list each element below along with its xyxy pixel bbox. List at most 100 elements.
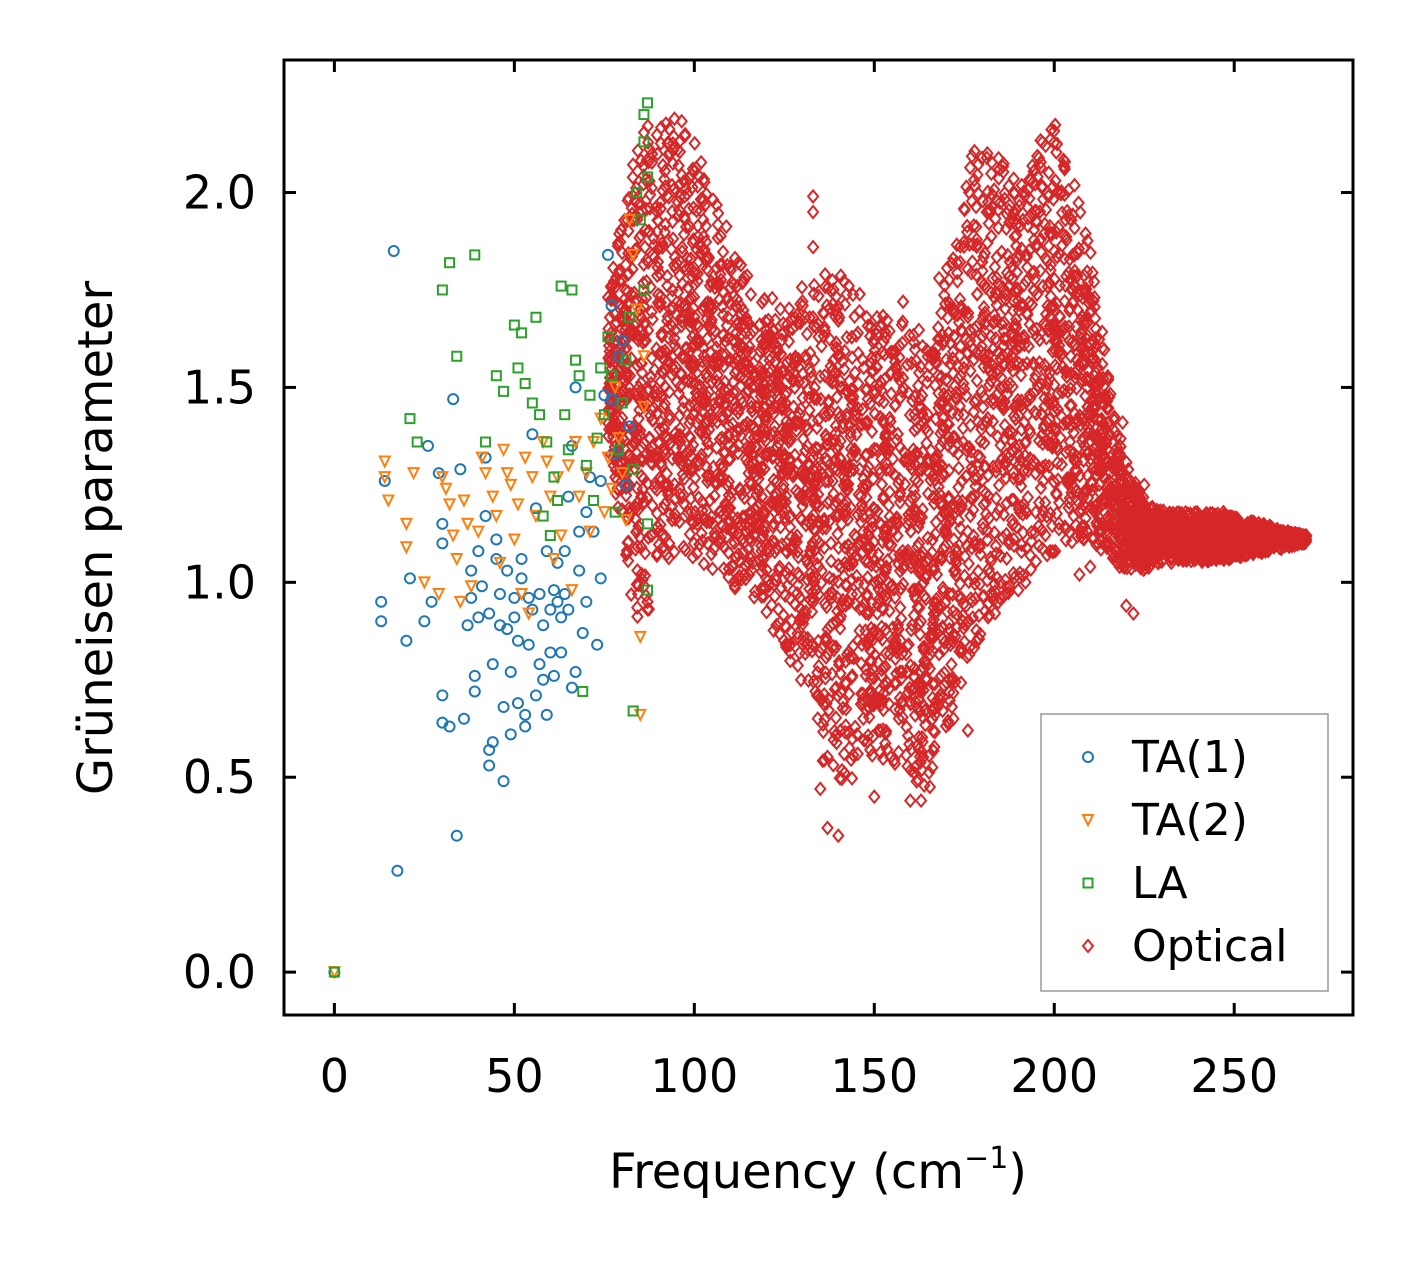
point-optical (820, 695, 833, 712)
point-optical (969, 199, 983, 215)
point-optical (731, 421, 745, 437)
point-optical (832, 309, 846, 326)
point-optical (682, 201, 696, 217)
point-optical (1042, 275, 1056, 291)
point-optical (860, 703, 873, 719)
point-optical (638, 222, 652, 238)
point-optical (866, 471, 880, 487)
point-optical (981, 184, 995, 200)
point-optical (1008, 439, 1022, 455)
point-optical (970, 345, 983, 361)
point-optical (963, 639, 977, 655)
point-optical (702, 413, 715, 429)
point-optical (732, 437, 745, 453)
point-optical (895, 646, 909, 662)
point-optical (731, 445, 745, 461)
point-optical (822, 513, 836, 530)
point-optical (833, 347, 847, 363)
point-optical (744, 459, 758, 475)
point-optical (644, 375, 658, 391)
point-optical (952, 479, 965, 495)
point-optical (783, 369, 797, 385)
point-optical (632, 332, 645, 348)
point-optical (979, 506, 993, 522)
point-optical (1145, 511, 1158, 527)
point-optical (641, 529, 655, 546)
point-optical (678, 508, 692, 524)
point-optical (815, 563, 828, 579)
point-optical (718, 374, 732, 390)
point-optical (834, 268, 848, 284)
point-optical (796, 616, 810, 632)
point-optical (779, 636, 793, 653)
point-optical (1070, 380, 1083, 396)
point-optical (640, 252, 653, 268)
point-optical (719, 495, 732, 511)
point-optical (933, 331, 947, 347)
point-optical (713, 291, 726, 308)
point-optical (994, 548, 1007, 564)
point-optical (851, 633, 865, 649)
point-optical (863, 742, 877, 758)
point-optical (1171, 546, 1184, 562)
point-optical (668, 544, 681, 560)
point-optical (742, 444, 756, 460)
point-optical (690, 316, 704, 332)
point-optical (671, 452, 685, 468)
point-optical (715, 299, 729, 315)
point-optical (1048, 420, 1062, 436)
point-optical (758, 580, 771, 596)
point-optical (621, 553, 635, 569)
point-optical (1075, 412, 1088, 428)
point-optical (970, 231, 983, 248)
point-optical (934, 598, 948, 614)
point-optical (646, 412, 659, 428)
point-optical (913, 581, 926, 597)
point-optical (954, 238, 967, 254)
point-optical (635, 322, 648, 338)
point-optical (652, 213, 665, 229)
point-optical (942, 325, 955, 341)
point-optical (769, 344, 783, 360)
point-optical (767, 472, 781, 488)
point-optical (1040, 508, 1054, 524)
point-optical (851, 537, 865, 553)
point-optical (790, 534, 803, 550)
point-optical (920, 435, 933, 451)
point-optical (927, 600, 941, 616)
point-optical (885, 640, 898, 656)
point-optical (893, 471, 906, 487)
point-optical (656, 183, 670, 199)
point-optical (776, 464, 789, 480)
point-optical (860, 309, 874, 325)
point-optical (936, 630, 950, 647)
point-optical (882, 440, 896, 456)
point-optical (686, 300, 700, 316)
point-optical (1188, 517, 1202, 533)
point-optical (837, 361, 851, 377)
point-optical (794, 315, 807, 331)
point-optical (757, 383, 771, 399)
point-optical (939, 718, 953, 734)
point-optical (1021, 463, 1035, 479)
point-optical (893, 485, 907, 501)
point-optical (874, 697, 888, 713)
point-optical (763, 543, 777, 559)
point-optical (891, 528, 904, 544)
point-optical (724, 522, 737, 538)
point-optical (1059, 444, 1073, 460)
point-optical (1078, 438, 1091, 454)
point-optical (632, 518, 645, 534)
point-optical (978, 323, 991, 339)
point-optical (817, 306, 831, 322)
point-optical (808, 543, 821, 559)
point-optical (948, 389, 962, 406)
point-optical (1021, 210, 1035, 226)
point-optical (879, 454, 892, 471)
point-optical (685, 374, 698, 390)
point-optical (650, 199, 663, 215)
point-optical (1038, 494, 1052, 511)
point-optical (1050, 144, 1063, 160)
point-optical (653, 421, 666, 437)
